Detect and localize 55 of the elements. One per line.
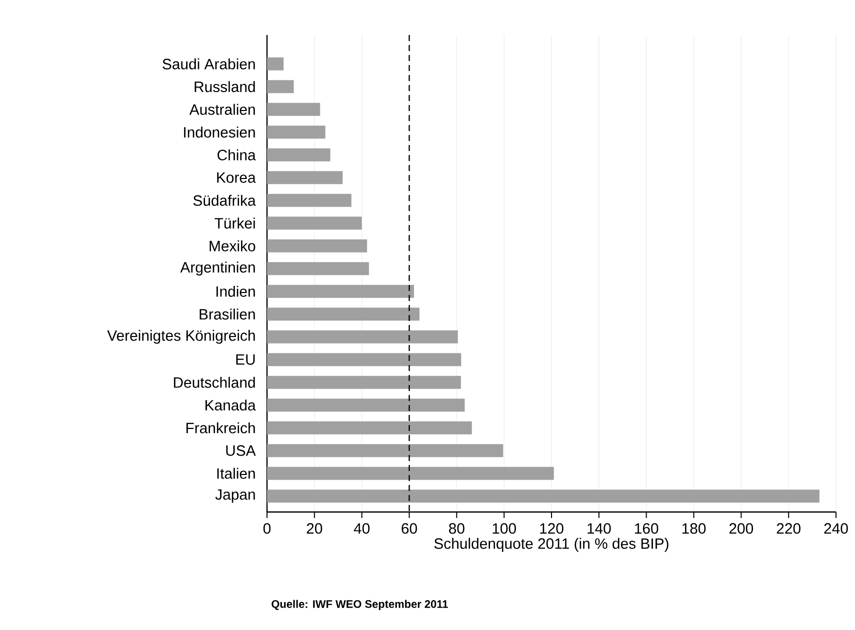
bar [267,466,554,480]
bar [267,376,461,389]
bar [267,171,343,184]
y-tick-label: Kanada [206,400,256,411]
y-tick-label: Brasilien [200,308,255,320]
bar [267,353,462,366]
x-tick-label: 0 [263,523,271,534]
bar [267,126,326,139]
bar [267,262,369,276]
x-tick-label: 220 [776,523,800,534]
y-tick-label: Italien [217,468,255,479]
y-tick-label: Japan [215,489,255,503]
x-tick-label: 60 [402,523,417,534]
y-tick-label: Deutschland [174,376,255,388]
bar [267,308,420,321]
bar [267,330,458,344]
x-tick-label: 20 [306,523,322,534]
x-tick-label: 40 [354,523,370,534]
x-tick-label: 200 [729,523,754,534]
bar [267,421,472,434]
x-axis-title: Schuldenquote 2011 (in % des BIP) [434,538,668,552]
y-tick-label: Mexiko [210,240,256,252]
y-tick-label: Australien [189,104,255,115]
y-tick-label: Indien [216,286,255,297]
y-tick-label: EU [236,354,255,365]
y-tick-label: Türkei [214,218,255,229]
bar [267,57,284,70]
bar [267,490,820,503]
x-tick-label: 80 [449,523,464,534]
y-tick-label: USA [226,445,256,456]
bar [267,194,352,207]
y-tick-label: Vereinigtes Königreich [107,330,255,344]
y-tick-label: Argentinien [180,262,255,276]
bar [267,80,294,94]
y-tick-label: Korea [217,172,256,183]
bar [267,398,465,412]
x-tick-label: 180 [682,523,706,534]
y-tick-label: Russland [194,81,255,92]
bar [267,216,362,230]
y-tick-label: Südafrika [193,194,256,206]
x-tick-label: 160 [635,523,658,534]
x-tick-label: 140 [588,523,611,534]
bar [267,239,368,252]
bar [267,102,320,116]
source-note: Quelle: IWF WEO September 2011 [272,600,448,610]
x-tick-label: 240 [824,523,848,534]
x-tick-label: 120 [540,523,564,534]
bar [267,444,504,458]
y-tick-label: China [218,149,256,160]
bar [267,284,414,298]
bar [267,148,330,162]
y-tick-label: Saudi Arabien [162,58,255,70]
y-tick-label: Indonesien [184,126,255,138]
x-tick-label: 100 [492,523,516,534]
y-tick-label: Frankreich [186,422,255,434]
